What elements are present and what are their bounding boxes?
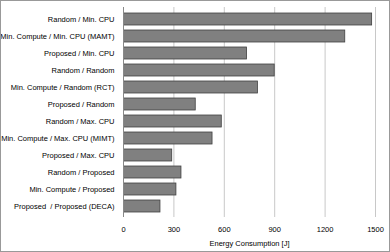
svg-text:Proposed / Max. CPU: Proposed / Max. CPU (42, 151, 115, 160)
svg-text:Random / Proposed: Random / Proposed (48, 168, 115, 177)
svg-text:Min. Compute / Random (RCT): Min. Compute / Random (RCT) (11, 83, 115, 92)
svg-text:1200: 1200 (317, 225, 334, 234)
svg-text:Proposed / Random: Proposed / Random (48, 100, 115, 109)
svg-text:Min. Compute / Max. CPU (MIMT): Min. Compute / Max. CPU (MIMT) (1, 134, 115, 143)
svg-text:Min. Compute / Min. CPU (MAMT): Min. Compute / Min. CPU (MAMT) (1, 32, 115, 41)
svg-text:Min. Compute / Proposed: Min. Compute / Proposed (29, 185, 114, 194)
svg-text:Proposed / Min. CPU: Proposed / Min. CPU (44, 49, 114, 58)
svg-text:Random / Min. CPU: Random / Min. CPU (48, 15, 115, 24)
svg-text:600: 600 (218, 225, 231, 234)
svg-text:300: 300 (168, 225, 181, 234)
svg-text:Random / Random: Random / Random (52, 66, 115, 75)
svg-text:Random / Max. CPU: Random / Max. CPU (46, 117, 115, 126)
svg-text:0: 0 (121, 225, 125, 234)
svg-text:900: 900 (268, 225, 281, 234)
svg-text:Proposed / Proposed (DECA): Proposed / Proposed (DECA) (14, 202, 115, 211)
svg-text:Energy Consumption [J]: Energy Consumption [J] (209, 239, 289, 248)
svg-text:1500: 1500 (367, 225, 384, 234)
